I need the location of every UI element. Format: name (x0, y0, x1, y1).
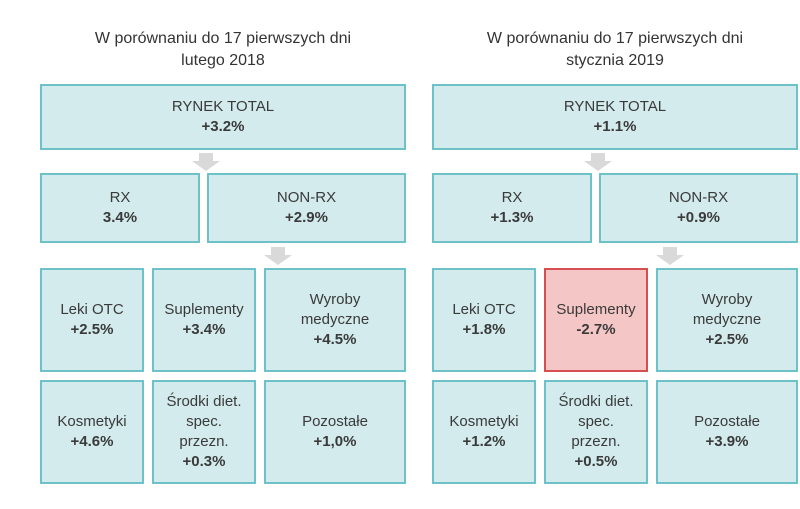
box-pozostale: Pozostałe +1,0% (264, 380, 406, 484)
box-value: +1.3% (490, 209, 534, 226)
box-value: +2.5% (705, 331, 749, 348)
box-wyroby-medyczne: Wyroby medyczne +2.5% (656, 268, 798, 372)
box-value: +1.2% (462, 433, 506, 450)
box-label: Leki OTC (60, 301, 124, 318)
box-value: +3.2% (201, 118, 245, 135)
down-arrow-icon (656, 247, 684, 265)
box-value: +3.9% (705, 433, 749, 450)
box-label: NON-RX (276, 189, 337, 206)
panel-feb-2018: W porównaniu do 17 pierwszych dni lutego… (40, 0, 406, 509)
box-label: Wyroby (701, 291, 753, 308)
box-label: Pozostałe (694, 413, 760, 430)
panel-jan-2019: W porównaniu do 17 pierwszych dni styczn… (432, 0, 798, 509)
box-label: Środki diet. (558, 393, 634, 410)
box-label: spec. (186, 413, 222, 430)
panel-title-line2: stycznia 2019 (566, 52, 664, 69)
box-label: spec. (578, 413, 614, 430)
box-suplementy: Suplementy +3.4% (152, 268, 256, 372)
down-arrow-icon (192, 153, 220, 171)
panel-title-line1: W porównaniu do 17 pierwszych dni (94, 30, 352, 47)
box-label: przezn. (179, 433, 229, 450)
box-value: +0.9% (677, 209, 720, 226)
box-label: Pozostałe (302, 413, 368, 430)
box-label: Środki diet. (166, 393, 242, 410)
box-non-rx: NON-RX +2.9% (207, 173, 406, 243)
box-value: +0.5% (574, 453, 618, 470)
box-kosmetyki: Kosmetyki +1.2% (432, 380, 536, 484)
box-non-rx: NON-RX +0.9% (599, 173, 798, 243)
panel-title: W porównaniu do 17 pierwszych dni lutego… (40, 28, 406, 72)
panel-title-line2: lutego 2018 (181, 52, 265, 69)
box-leki-otc: Leki OTC +2.5% (40, 268, 144, 372)
box-rx: RX +1.3% (432, 173, 592, 243)
box-value: +3.4% (182, 321, 226, 338)
box-rx: RX 3.4% (40, 173, 200, 243)
box-value: +1,0% (313, 433, 357, 450)
box-label: Leki OTC (452, 301, 516, 318)
box-label: medyczne (692, 311, 762, 328)
box-label: RYNEK TOTAL (171, 98, 275, 115)
box-suplementy-negative: Suplementy -2.7% (544, 268, 648, 372)
box-wyroby-medyczne: Wyroby medyczne +4.5% (264, 268, 406, 372)
box-label: RX (109, 189, 131, 206)
box-label: Kosmetyki (449, 413, 519, 430)
box-label: RYNEK TOTAL (563, 98, 667, 115)
box-label: przezn. (571, 433, 621, 450)
box-label: Wyroby (309, 291, 361, 308)
box-label: Suplementy (164, 301, 244, 318)
box-value: +2.9% (285, 209, 328, 226)
box-rynek-total: RYNEK TOTAL +3.2% (40, 84, 406, 150)
down-arrow-icon (264, 247, 292, 265)
box-rynek-total: RYNEK TOTAL +1.1% (432, 84, 798, 150)
box-kosmetyki: Kosmetyki +4.6% (40, 380, 144, 484)
box-label: medyczne (300, 311, 370, 328)
box-value: 3.4% (102, 209, 138, 226)
box-label: Kosmetyki (57, 413, 127, 430)
panel-title-line1: W porównaniu do 17 pierwszych dni (486, 30, 744, 47)
box-srodki-diet: Środki diet. spec. przezn. +0.3% (152, 380, 256, 484)
panel-title: W porównaniu do 17 pierwszych dni styczn… (432, 28, 798, 72)
box-label: NON-RX (668, 189, 729, 206)
box-label: RX (501, 189, 523, 206)
box-srodki-diet: Środki diet. spec. przezn. +0.5% (544, 380, 648, 484)
box-value: +2.5% (70, 321, 114, 338)
down-arrow-icon (584, 153, 612, 171)
box-value: +1.8% (462, 321, 506, 338)
box-value: +1.1% (593, 118, 637, 135)
box-label: Suplementy (556, 301, 636, 318)
box-value: +4.6% (70, 433, 114, 450)
box-value: +4.5% (313, 331, 357, 348)
box-value: +0.3% (182, 453, 226, 470)
box-pozostale: Pozostałe +3.9% (656, 380, 798, 484)
box-value: -2.7% (576, 321, 616, 338)
box-leki-otc: Leki OTC +1.8% (432, 268, 536, 372)
